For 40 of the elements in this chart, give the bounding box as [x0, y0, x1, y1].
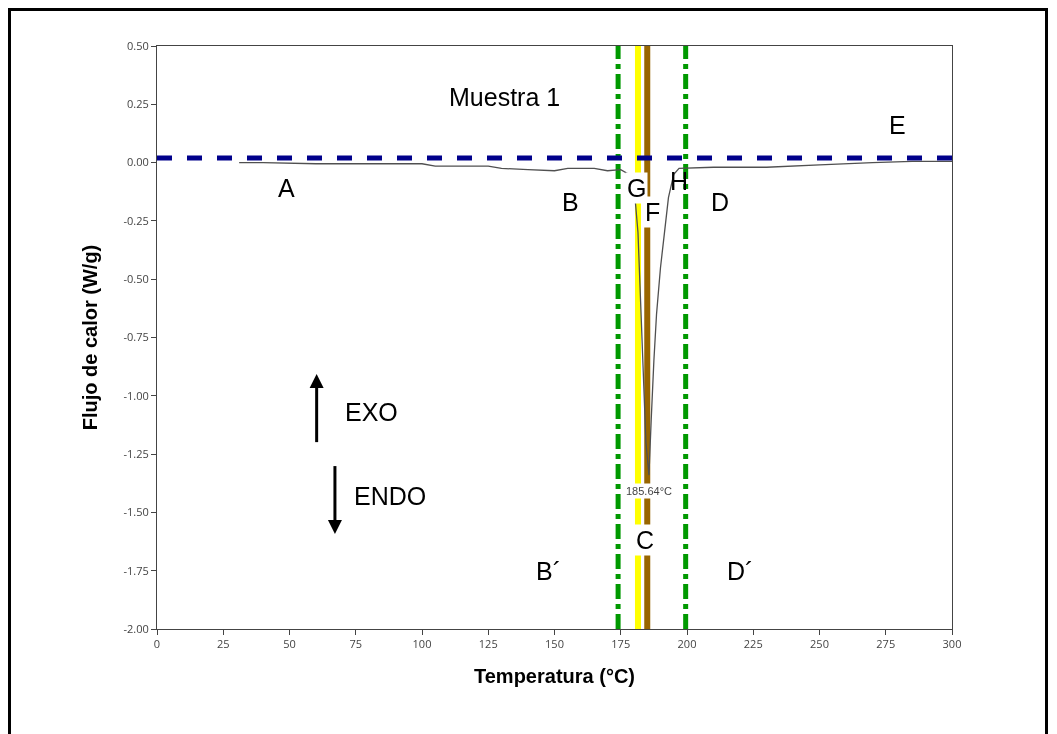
- x-tick-label: 150: [545, 636, 564, 652]
- x-tick-label: 225: [743, 636, 763, 652]
- y-tick-label: -0.50: [123, 271, 149, 287]
- x-tick-label: 300: [942, 636, 962, 652]
- x-tick-label: 25: [216, 636, 230, 652]
- annotation: E: [889, 111, 906, 139]
- annotation: C: [636, 526, 655, 554]
- annotation: A: [278, 174, 295, 202]
- annotation: ENDO: [354, 482, 427, 510]
- y-tick-label: -0.75: [123, 329, 149, 345]
- annotation: D: [711, 188, 730, 216]
- y-tick-label: 0.50: [127, 37, 149, 53]
- x-tick-label: 200: [677, 636, 697, 652]
- y-tick-label: -0.25: [123, 212, 149, 228]
- x-tick-label: 0: [153, 636, 161, 652]
- y-tick-label: -1.00: [123, 387, 149, 403]
- x-tick-label: 75: [349, 636, 363, 652]
- y-tick-label: 0.00: [127, 154, 149, 170]
- annotation: B: [562, 188, 579, 216]
- y-axis-title: Flujo de calor (W/g): [78, 244, 101, 431]
- annotation: Muestra 1: [449, 83, 561, 111]
- x-tick-label: 50: [283, 636, 296, 652]
- annotation: EXO: [345, 398, 398, 426]
- x-tick-label: 125: [478, 636, 498, 652]
- y-tick-label: -1.25: [123, 445, 149, 461]
- annotation: H: [670, 167, 689, 195]
- y-tick-label: -1.75: [123, 562, 149, 578]
- x-tick-label: 100: [412, 636, 432, 652]
- y-tick-label: -1.50: [123, 504, 149, 520]
- annotation: G: [627, 174, 647, 202]
- annotation: B´: [536, 557, 561, 585]
- annotation: 185.64°C: [626, 485, 673, 497]
- annotation: F: [645, 198, 661, 226]
- annotation: D´: [727, 557, 754, 585]
- x-tick-label: 250: [810, 636, 829, 652]
- x-tick-label: 175: [611, 636, 631, 652]
- y-tick-label: 0.25: [127, 96, 149, 112]
- x-axis-title: Temperatura (°C): [474, 664, 635, 687]
- y-tick-label: -2.00: [123, 620, 149, 636]
- x-tick-label: 275: [876, 636, 896, 652]
